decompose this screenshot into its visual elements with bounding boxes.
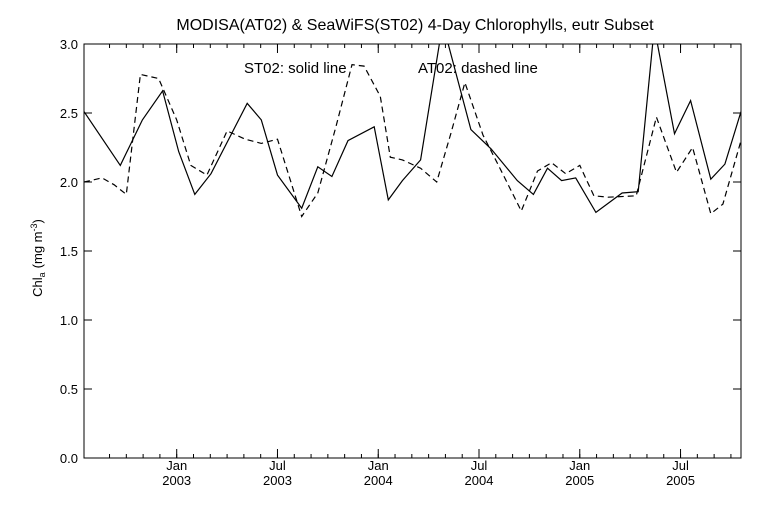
x-tick-year: 2005 (565, 473, 594, 488)
y-axis-label: Chla (mg m-3) (29, 219, 47, 297)
y-tick-label: 2.0 (60, 175, 78, 190)
chart-title: MODISA(AT02) & SeaWiFS(ST02) 4-Day Chlor… (176, 17, 654, 34)
legend-solid-label: ST02: solid line (244, 60, 347, 77)
x-tick-month: Jan (569, 458, 590, 473)
y-axis-label-sup: -3 (29, 223, 39, 231)
y-tick-label: 0.5 (60, 382, 78, 397)
x-tick-month: Jan (166, 458, 187, 473)
y-tick-label: 2.5 (60, 106, 78, 121)
y-tick-label: 3.0 (60, 37, 78, 52)
x-tick-month: Jul (269, 458, 286, 473)
y-axis-label-sub: a (37, 272, 47, 277)
x-tick-year: 2004 (364, 473, 393, 488)
series-group (84, 44, 741, 218)
x-tick-year: 2003 (263, 473, 292, 488)
x-tick-month: Jul (471, 458, 488, 473)
legend-dashed-label: AT02: dashed line (418, 60, 538, 77)
y-tick-label: 0.0 (60, 451, 78, 466)
series-line-at02 (84, 64, 741, 218)
plot-frame (83, 43, 742, 459)
x-tick-year: 2003 (162, 473, 191, 488)
y-tick-label: 1.0 (60, 313, 78, 328)
y-axis-label-main: Chl (30, 277, 45, 297)
x-tick-year: 2004 (465, 473, 494, 488)
series-line-st02 (84, 44, 741, 214)
x-tick-year: 2005 (666, 473, 695, 488)
y-axis-label-close: ) (30, 219, 45, 223)
x-tick-month: Jan (368, 458, 389, 473)
y-tick-label: 1.5 (60, 244, 78, 259)
axes: 0.00.51.01.52.02.53.0Jan2003Jul2003Jan20… (60, 37, 742, 488)
y-axis-label-units: (mg m (30, 231, 45, 268)
x-tick-month: Jul (672, 458, 689, 473)
